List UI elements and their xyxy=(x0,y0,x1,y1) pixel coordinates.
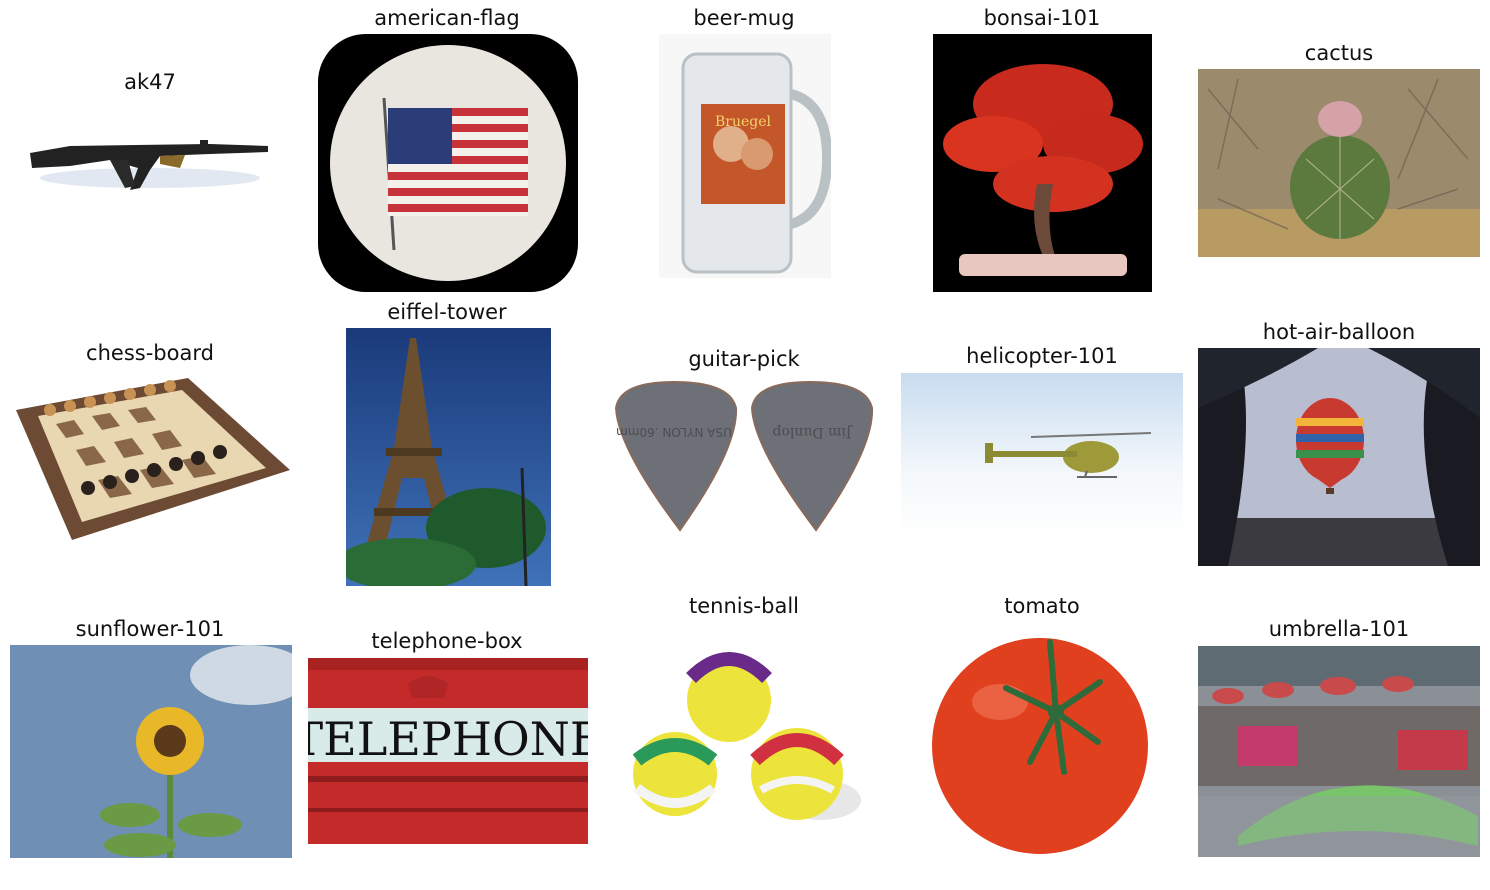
label-ak47: ak47 xyxy=(124,70,176,94)
image-ak47 xyxy=(10,108,272,218)
label-chess-board: chess-board xyxy=(86,341,214,365)
telephone-sign-text: TELEPHONE xyxy=(308,712,588,766)
image-tomato xyxy=(910,622,1174,880)
image-sunflower-101 xyxy=(10,645,292,858)
label-hot-air-balloon: hot-air-balloon xyxy=(1262,320,1416,344)
image-cactus xyxy=(1198,69,1480,257)
image-tennis-ball xyxy=(625,650,865,832)
label-cactus: cactus xyxy=(1304,41,1374,65)
label-eiffel-tower: eiffel-tower xyxy=(387,300,507,324)
label-bonsai-101: bonsai-101 xyxy=(983,6,1101,30)
label-american-flag: american-flag xyxy=(374,6,520,30)
beer-mug-brand-text: Bruegel xyxy=(715,114,772,130)
label-helicopter-101: helicopter-101 xyxy=(966,344,1118,368)
label-tomato: tomato xyxy=(1004,594,1080,618)
image-hot-air-balloon xyxy=(1198,348,1480,566)
image-chess-board xyxy=(10,370,292,545)
label-telephone-box: telephone-box xyxy=(371,629,523,653)
image-bonsai-101 xyxy=(933,34,1152,292)
image-telephone-box: TELEPHONE xyxy=(308,658,588,844)
label-guitar-pick: guitar-pick xyxy=(688,347,800,371)
label-tennis-ball: tennis-ball xyxy=(689,594,799,618)
pick-right-text: Jim Dunlop xyxy=(772,424,853,440)
image-guitar-pick: USA NYLON .60mm Jim Dunlop xyxy=(610,378,880,536)
image-beer-mug: Bruegel xyxy=(659,34,831,278)
label-beer-mug: beer-mug xyxy=(693,6,795,30)
label-sunflower-101: sunflower-101 xyxy=(75,617,225,641)
label-umbrella-101: umbrella-101 xyxy=(1268,617,1410,641)
image-american-flag xyxy=(318,34,578,292)
image-helicopter-101 xyxy=(901,373,1183,541)
image-umbrella-101 xyxy=(1198,646,1480,857)
image-eiffel-tower xyxy=(346,328,551,586)
pick-left-text: USA NYLON .60mm xyxy=(616,425,732,439)
